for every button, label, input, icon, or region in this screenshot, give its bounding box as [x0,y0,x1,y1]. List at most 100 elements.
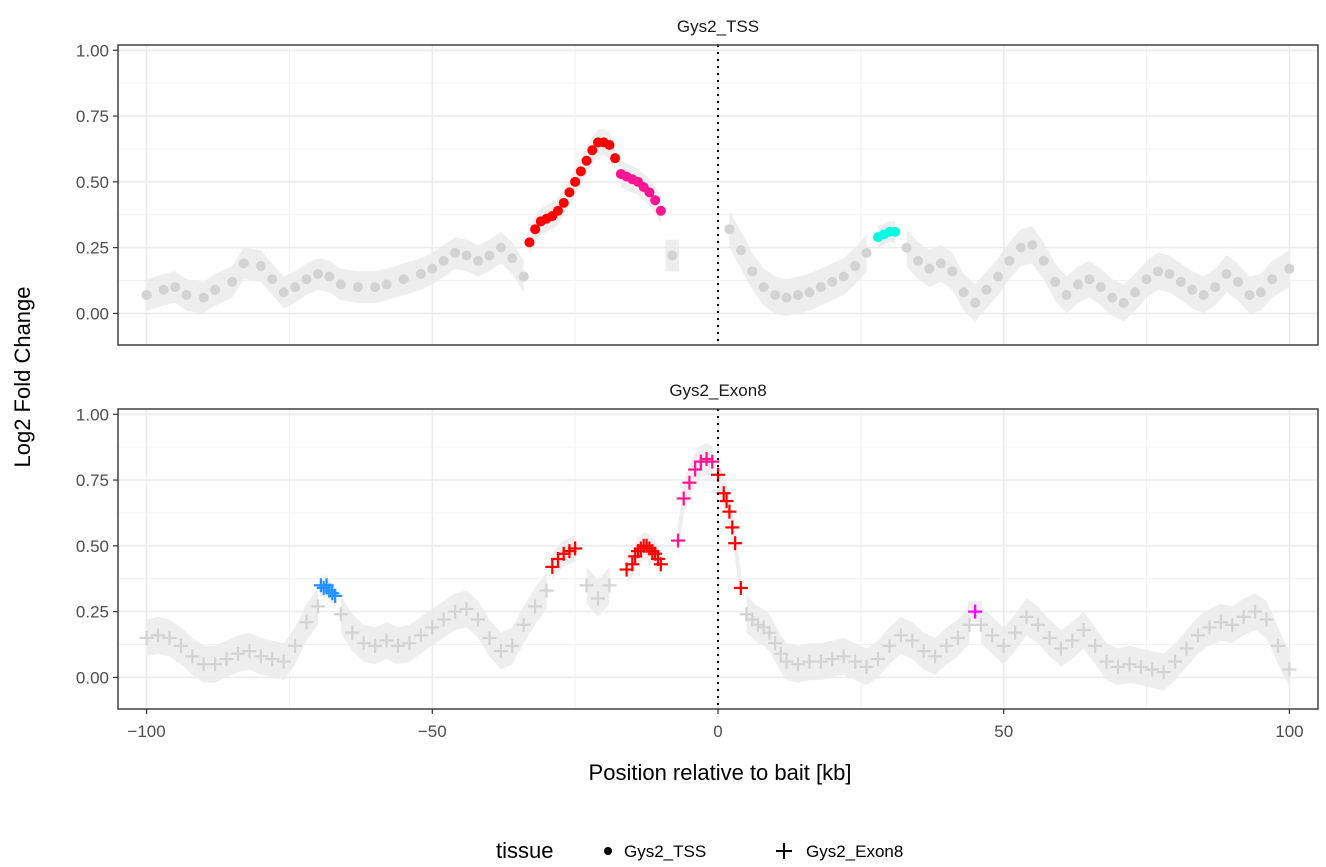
data-point [379,633,394,648]
x-tick-label: 0 [713,722,722,741]
data-point [1248,604,1263,619]
data-point [267,274,278,285]
highlighted-data-point [688,462,703,477]
data-point [893,628,908,643]
highlighted-data-point [610,153,621,164]
highlighted-data-point [570,176,581,187]
data-point [381,279,392,290]
highlighted-data-point [545,559,560,574]
data-point [210,284,221,295]
data-point [825,652,840,666]
data-point [667,250,678,261]
panel-0: Gys2_TSS 0.00 0.25 0.50 0.75 1.00 [76,17,1319,346]
data-point [219,652,234,666]
highlighted-data-point [575,166,586,177]
data-point [1259,612,1274,627]
confidence-ribbon [906,226,1290,322]
x-tick-label: 100 [1275,722,1303,741]
data-point [827,276,838,287]
data-point [1187,284,1198,295]
data-point [951,630,965,645]
data-point [1282,662,1297,677]
data-point [1053,641,1068,656]
data-point [815,282,826,293]
legend-title: tissue [496,838,553,863]
data-point [493,644,508,659]
highlighted-data-point [625,557,640,572]
data-point [1145,662,1160,677]
data-point [368,638,383,653]
data-point [290,282,301,293]
data-point [461,250,472,261]
data-point [1267,274,1278,285]
highlighted-data-point [716,486,731,501]
highlighted-data-point [653,557,668,572]
data-point [1118,297,1129,308]
data-point [1210,282,1221,293]
data-point [1065,633,1080,648]
data-point [724,224,735,235]
data-point [436,612,451,627]
data-point [185,649,200,664]
data-point [1027,240,1038,250]
data-point [427,263,438,274]
data-point [1061,290,1072,300]
data-point [482,630,497,645]
data-point [459,602,474,616]
data-point [335,279,346,290]
y-tick-label: 0.00 [76,668,109,687]
confidence-ribbon [146,231,524,314]
legend: tissue Gys2_TSS Gys2_Exon8 [496,838,903,863]
data-point [1008,625,1023,640]
highlighted-data-point [581,155,592,166]
data-point [859,659,874,674]
data-point [1122,657,1137,672]
highlighted-data-point [671,533,685,548]
data-point [413,628,428,643]
data-point [438,255,449,266]
data-point [1198,290,1209,300]
confidence-ribbon [746,595,970,686]
chart-panels: Gys2_TSS 0.00 0.25 0.50 0.75 1.00 Gys2_Exon8 0.… [76,17,1319,741]
legend-key-plus [776,843,792,859]
highlighted-data-point [650,195,661,206]
data-point [770,290,781,300]
data-point [848,654,863,669]
highlighted-data-point [722,504,737,519]
y-axis-title: Log2 Fold Change [10,286,35,467]
data-point [768,636,783,651]
data-point [231,646,245,661]
data-point [735,245,746,256]
highlighted-data-point [564,187,575,198]
data-point [1031,617,1045,632]
data-point [1111,659,1125,674]
data-point [198,292,209,303]
highlighted-data-point [328,588,343,603]
data-point [804,287,815,298]
data-point [981,284,992,295]
confidence-ribbon [678,443,713,557]
legend-label-exon8: Gys2_Exon8 [806,842,903,861]
legend-key-circle [604,847,612,855]
y-tick-label: 0.50 [76,537,109,556]
data-point [505,638,520,653]
data-point [602,578,617,593]
data-point [353,282,363,293]
data-point [1236,609,1251,624]
highlighted-data-point [530,224,541,235]
data-point [779,654,794,669]
x-tick-label: −50 [418,722,447,741]
data-point [278,287,289,298]
data-point [1004,255,1015,266]
data-point [996,638,1011,653]
data-point [1175,276,1186,287]
data-point [579,578,594,593]
data-point [1107,292,1118,303]
data-point [1179,641,1194,656]
data-point [939,638,954,653]
data-point [1088,638,1103,653]
panel-border [117,44,1319,346]
confidence-ribbon [980,593,1290,691]
highlighted-data-point [645,544,660,559]
